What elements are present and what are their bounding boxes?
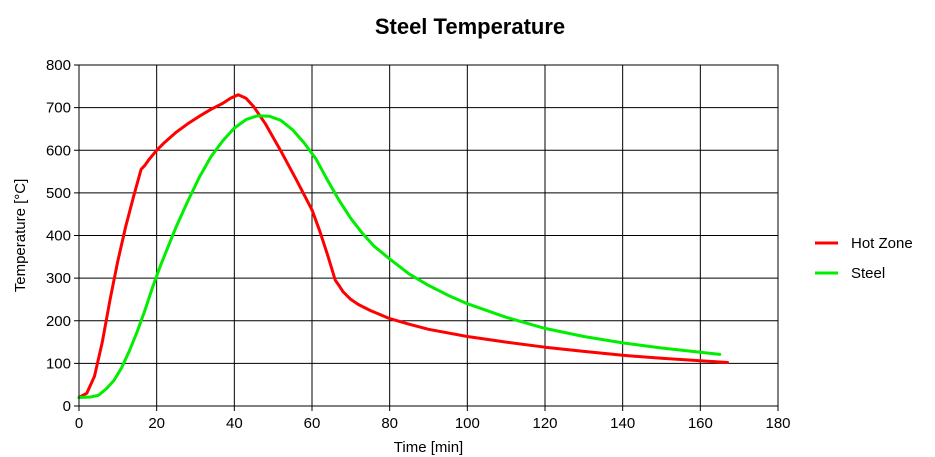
y-tick-label: 800: [46, 57, 71, 74]
y-tick-label: 0: [63, 398, 71, 415]
x-axis-ticks: 0 20 40 60 80 100 120 140 160 180: [75, 406, 791, 432]
legend-label-hot-zone: Hot Zone: [851, 235, 913, 252]
y-axis-title: Temperature [°C]: [12, 179, 29, 293]
series-layer: [77, 93, 729, 399]
y-tick-label: 100: [46, 355, 71, 372]
legend: Hot Zone Steel: [815, 235, 913, 282]
legend-label-steel: Steel: [851, 265, 885, 282]
x-tick-label: 140: [610, 415, 635, 432]
grid: [79, 65, 778, 406]
x-tick-label: 160: [688, 415, 713, 432]
y-axis-ticks: 0 100 200 300 400 500 600 700 800: [46, 57, 79, 415]
x-tick-label: 80: [381, 415, 398, 432]
y-tick-label: 700: [46, 100, 71, 117]
x-tick-label: 120: [532, 415, 557, 432]
chart-title: Steel Temperature: [375, 14, 565, 39]
series-line-hot-zone: [77, 93, 729, 399]
x-tick-label: 180: [765, 415, 790, 432]
y-tick-label: 300: [46, 270, 71, 287]
y-tick-label: 600: [46, 142, 71, 159]
series-line-steel: [77, 114, 722, 399]
x-tick-label: 60: [304, 415, 321, 432]
x-tick-label: 0: [75, 415, 83, 432]
y-tick-label: 400: [46, 228, 71, 245]
x-tick-label: 20: [148, 415, 165, 432]
x-tick-label: 100: [455, 415, 480, 432]
y-tick-label: 200: [46, 313, 71, 330]
x-axis-title: Time [min]: [394, 439, 463, 456]
x-tick-label: 40: [226, 415, 243, 432]
y-tick-label: 500: [46, 185, 71, 202]
